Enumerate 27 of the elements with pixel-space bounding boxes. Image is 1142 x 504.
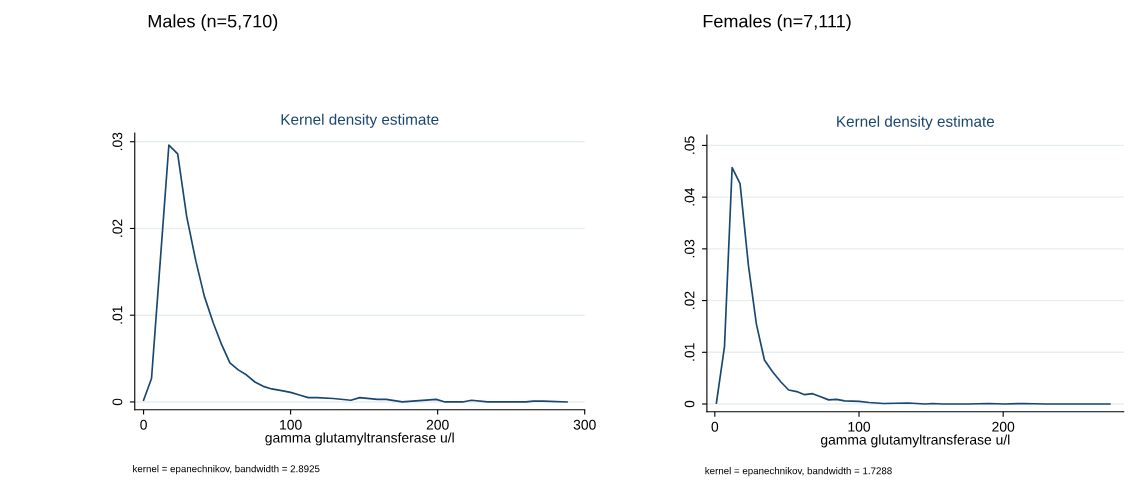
y-tick-label: .04: [684, 187, 695, 206]
x-tick-label: 200: [426, 419, 449, 430]
y-tick-label: .02: [684, 291, 695, 309]
x-tick-label: 0: [140, 419, 147, 430]
x-tick-label: 0: [711, 421, 719, 432]
y-tick-label: .03: [112, 132, 123, 151]
chart-subtitle: Kernel density estimate: [281, 113, 439, 128]
text: kernel = epanechnikov, bandwidth = 2.8925: [133, 465, 320, 475]
text: kernel = epanechnikov, bandwidth = 1.7288: [705, 467, 892, 477]
chart-title: Males (n=5,710): [148, 14, 278, 32]
x-tick-label: 100: [280, 419, 302, 430]
y-tick-label: .02: [112, 219, 123, 237]
y-tick-label: 0: [684, 400, 695, 408]
y-tick-label: .05: [684, 136, 695, 154]
x-tick-label: 300: [573, 419, 596, 430]
line-series: [715, 166, 1111, 405]
x-tick-label: 200: [992, 421, 1015, 432]
x-tick-label: 100: [848, 421, 871, 432]
y-tick-label: .01: [684, 343, 695, 361]
y-tick-label: 0: [112, 398, 123, 406]
chart-subtitle: Kernel density estimate: [837, 115, 995, 130]
y-tick-label: .01: [112, 306, 123, 324]
chart-title: Females (n=7,111): [703, 14, 851, 32]
x-axis-title: gamma glutamyltransferase u/l: [820, 434, 1010, 448]
x-axis-title: gamma glutamyltransferase u/l: [265, 432, 454, 446]
line-series: [142, 144, 568, 403]
y-tick-label: .03: [684, 239, 695, 258]
